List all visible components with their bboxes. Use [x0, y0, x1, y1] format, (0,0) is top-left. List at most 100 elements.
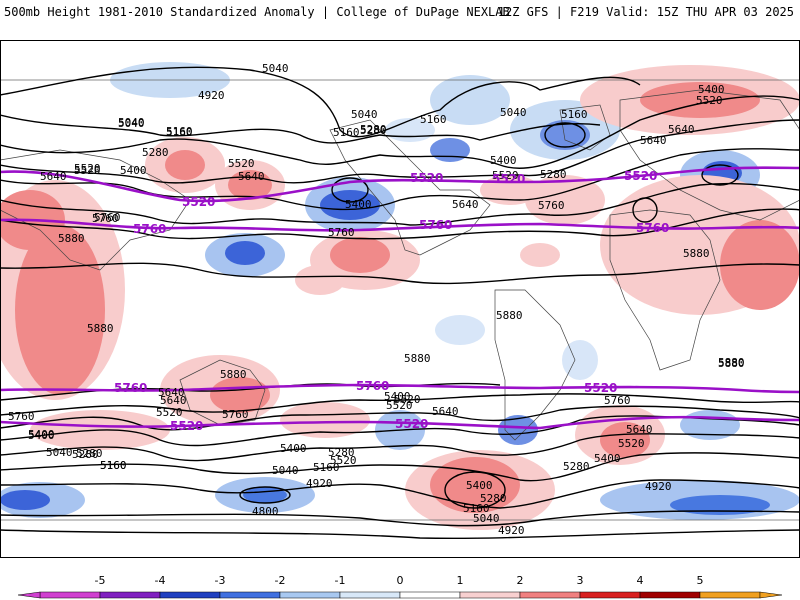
contour-label: 5040: [500, 106, 527, 119]
purple-label: 5760: [419, 218, 452, 232]
anomaly-blob: [498, 415, 538, 445]
contour-label: 5760: [538, 199, 565, 212]
contour-label: 5880: [220, 368, 247, 381]
contour-label: 5520: [492, 169, 519, 182]
anomaly-blob: [430, 138, 470, 162]
anomaly-blob: [330, 237, 390, 273]
anomaly-blob: [520, 243, 560, 267]
anomaly-blob: [280, 402, 370, 438]
contour-label: 5280: [328, 446, 355, 459]
contour-label: 5400: [120, 164, 147, 177]
anomaly-blob: [562, 340, 598, 380]
greenland-outline: [559, 104, 611, 151]
map-title: 500mb Height 1981-2010 Standardized Anom…: [4, 5, 510, 19]
colorbar-tick-label: 4: [637, 574, 644, 587]
contour-label: 5640: [158, 386, 185, 399]
colorbar-segments: [17, 591, 783, 599]
colorbar-ticks: -5 -4 -3 -2 -1 0 1 2 3 4 5: [95, 574, 704, 587]
anomaly-map: 5040 4920 5040 5160 5280 5400 5520 5640 …: [0, 40, 800, 558]
purple-reference-contours: [0, 166, 800, 430]
anomaly-blob: [0, 490, 50, 510]
contour-label: 5640: [452, 198, 479, 211]
contour-label: 5040: [262, 62, 289, 75]
contour-label: 5280: [72, 448, 99, 461]
purple-5520-south: [0, 415, 800, 430]
contour-label: 5040: [473, 512, 500, 525]
australia-outline: [179, 359, 266, 426]
anomaly-blob: [670, 495, 770, 515]
colorbar-tick-label: -2: [275, 574, 286, 587]
contour-label: 5640: [640, 134, 667, 147]
contour-label: 5040: [351, 108, 378, 121]
contour-label: 5880: [87, 322, 114, 335]
contour-label: 5160: [333, 126, 360, 139]
contour-label: 5280: [360, 124, 387, 137]
contour-label: 5160: [166, 125, 193, 138]
colorbar: -5 -4 -3 -2 -1 0 1 2 3 4 5: [17, 574, 783, 599]
contour-label: 5640: [238, 170, 265, 183]
anomaly-blob: [15, 225, 105, 395]
contour-label: 4920: [645, 480, 672, 493]
anomaly-blob: [430, 75, 510, 125]
colorbar-tick-label: 2: [517, 574, 524, 587]
contour-label: 5520: [386, 399, 413, 412]
contour-label: 5760: [328, 226, 355, 239]
purple-contour-labels: 5520 5520 5760 5520 5520 5760 5760 5760 …: [114, 169, 669, 433]
purple-label: 5760: [356, 379, 389, 393]
contour-label: 5760: [94, 211, 121, 224]
contour-label: 5400: [345, 198, 372, 211]
contour-label: 5880: [58, 232, 85, 245]
contour-line: [0, 393, 800, 416]
anomaly-blob: [540, 120, 590, 150]
contour-label: 5280: [76, 447, 103, 460]
contour-label: 5400: [594, 452, 621, 465]
contour-label: 5400: [28, 428, 55, 441]
model-run-info: 12Z GFS | F219 Valid: 15Z THU APR 03 202…: [497, 5, 794, 19]
contour-label: 5520: [228, 157, 255, 170]
contour-label: 5400: [280, 442, 307, 455]
colorbar-segment: [39, 591, 101, 599]
colorbar-segment: [399, 591, 461, 599]
colorbar-tick-label: -3: [215, 574, 226, 587]
contour-label: 4800: [252, 505, 279, 518]
colorbar-tick-label: -5: [95, 574, 106, 587]
colorbar-tick-label: -1: [335, 574, 346, 587]
colorbar-min-arrow: [17, 591, 41, 599]
contour-label: 5040: [118, 117, 145, 130]
contour-line: [0, 208, 800, 240]
colorbar-segment: [159, 591, 221, 599]
contour-label: 5520: [74, 164, 101, 177]
purple-5760-south: [0, 383, 800, 394]
africa-outline: [609, 209, 721, 371]
low-center-contour: [632, 197, 658, 223]
contour-label: 5400: [698, 83, 725, 96]
contour-label: 5400: [28, 429, 55, 442]
contour-line: [0, 405, 800, 431]
contour-label: 5280: [480, 492, 507, 505]
contour-label: 4920: [198, 89, 225, 102]
contour-label: 5160: [100, 459, 127, 472]
contour-label: 5280: [540, 168, 567, 181]
low-center-contour: [444, 471, 506, 509]
contour-label: 5400: [384, 390, 411, 403]
purple-label: 5520: [395, 417, 428, 431]
colorbar-segment: [699, 591, 761, 599]
colorbar-segment: [639, 591, 701, 599]
contour-label: 5520: [156, 406, 183, 419]
low-center-contour: [331, 177, 369, 203]
colorbar-segment: [99, 591, 161, 599]
contour-label: 5160: [100, 459, 127, 472]
colorbar-max-arrow: [759, 591, 783, 599]
low-center-contour: [701, 164, 739, 186]
anomaly-blob: [210, 377, 270, 413]
contour-line: [0, 529, 800, 540]
colorbar-segment: [459, 591, 521, 599]
contour-label: 5040: [46, 446, 73, 459]
colorbar-segment: [279, 591, 341, 599]
contour-line: [0, 66, 641, 138]
coastlines: [0, 79, 800, 521]
purple-5760-north: [0, 218, 800, 232]
colorbar-tick-label: -4: [155, 574, 166, 587]
contour-label: 5040: [272, 464, 299, 477]
colorbar-tick-label: 1: [457, 574, 464, 587]
